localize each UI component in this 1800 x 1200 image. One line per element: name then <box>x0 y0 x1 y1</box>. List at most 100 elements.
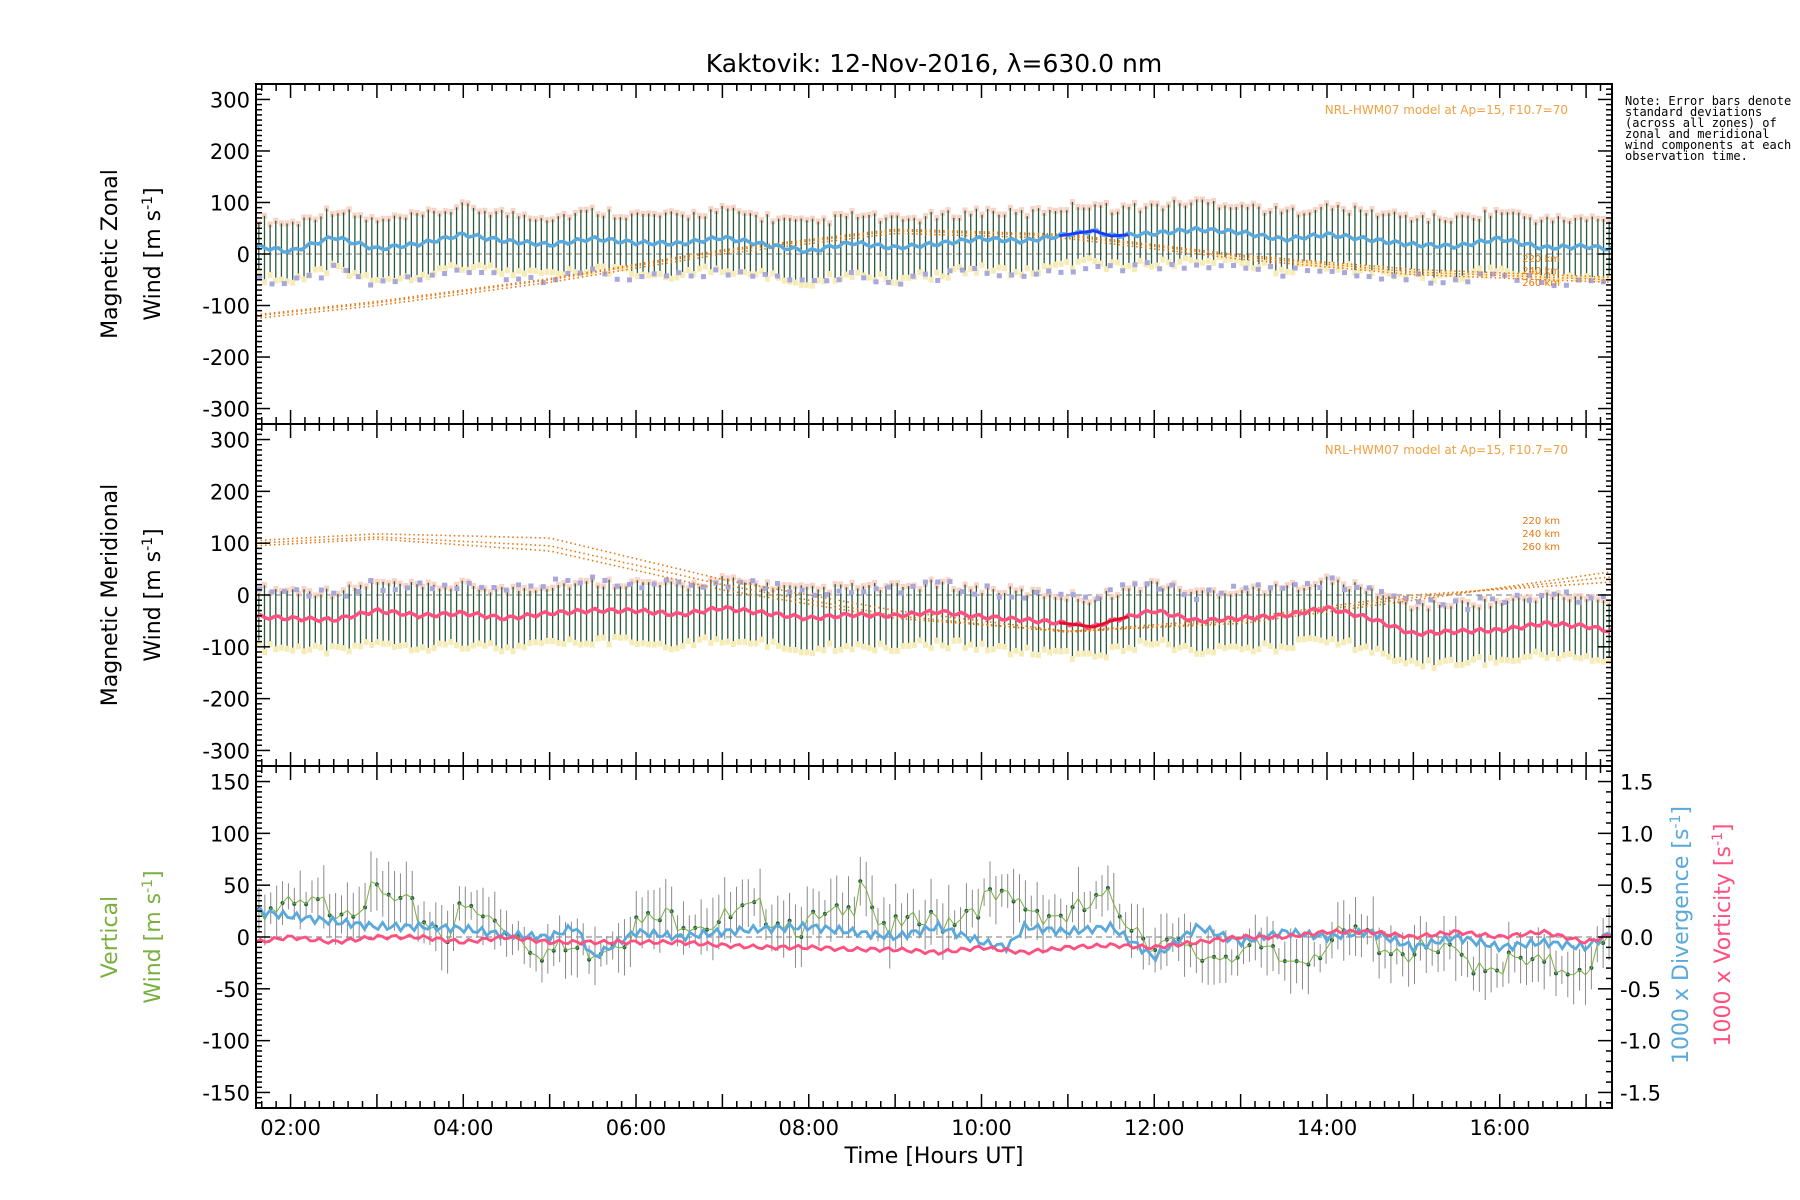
y-axis-tick-label: -100 <box>202 636 250 660</box>
error-cap-lower <box>273 646 279 653</box>
error-cap-lower <box>386 276 392 283</box>
error-cap-lower <box>877 271 883 278</box>
error-cap-upper <box>1442 217 1448 224</box>
error-cap-lower <box>256 269 262 276</box>
error-cap-upper <box>504 212 510 219</box>
scatter-point <box>651 581 657 587</box>
error-cap-upper <box>380 578 386 585</box>
error-cap-lower <box>550 638 556 645</box>
error-cap-upper <box>1584 216 1590 223</box>
error-cap-upper <box>1391 208 1397 215</box>
error-cap-upper <box>414 210 420 217</box>
error-cap-upper <box>555 582 561 589</box>
error-cap-lower <box>346 648 352 655</box>
error-cap-upper <box>1414 215 1420 222</box>
right-axis-tick-label: -1.5 <box>1620 1081 1661 1105</box>
scatter-point <box>1465 279 1471 285</box>
error-cap-upper <box>1245 203 1251 210</box>
error-cap-lower <box>493 645 499 652</box>
error-cap-upper <box>668 208 674 215</box>
error-cap-upper <box>1482 206 1488 213</box>
error-cap-lower <box>290 279 296 286</box>
error-cap-upper <box>1024 213 1030 220</box>
error-cap-upper <box>1069 199 1075 206</box>
error-cap-upper <box>1431 210 1437 217</box>
scatter-point <box>454 586 460 592</box>
error-cap-lower <box>437 265 443 272</box>
error-cap-upper <box>1154 578 1160 585</box>
error-cap-lower <box>776 642 782 649</box>
error-cap-upper <box>1493 206 1499 213</box>
scatter-point <box>590 266 596 272</box>
error-cap-upper <box>284 587 290 594</box>
error-cap-lower <box>572 269 578 276</box>
error-cap-lower <box>730 270 736 277</box>
error-cap-upper <box>329 211 335 218</box>
y-axis-tick-label: -200 <box>202 346 250 370</box>
error-cap-lower <box>1408 268 1414 275</box>
error-cap-lower <box>1572 654 1578 661</box>
error-cap-lower <box>1120 265 1126 272</box>
error-cap-lower <box>584 640 590 647</box>
scatter-point <box>996 273 1002 279</box>
error-cap-lower <box>951 637 957 644</box>
error-cap-upper <box>1160 585 1166 592</box>
error-cap-lower <box>1228 256 1234 263</box>
error-cap-lower <box>1160 256 1166 263</box>
error-cap-lower <box>1047 649 1053 656</box>
scatter-point <box>343 268 349 274</box>
error-cap-lower <box>821 278 827 285</box>
error-cap-upper <box>612 214 618 221</box>
error-cap-upper <box>663 209 669 216</box>
error-cap-upper <box>1036 205 1042 212</box>
error-cap-upper <box>1561 594 1567 601</box>
scatter-point <box>577 580 583 586</box>
scatter-point <box>614 583 620 589</box>
error-cap-upper <box>1346 585 1352 592</box>
error-cap-lower <box>855 269 861 276</box>
error-cap-upper <box>1019 207 1025 214</box>
error-cap-lower <box>1245 644 1251 651</box>
error-cap-lower <box>510 272 516 279</box>
model-altitude-label: 260 km <box>1522 278 1560 289</box>
error-cap-upper <box>1606 600 1612 607</box>
error-cap-upper <box>815 218 821 225</box>
error-cap-lower <box>1222 645 1228 652</box>
error-cap-lower <box>256 640 262 647</box>
error-cap-lower <box>278 644 284 651</box>
error-cap-upper <box>1075 595 1081 602</box>
error-cap-upper <box>1222 590 1228 597</box>
error-cap-lower <box>1335 641 1341 648</box>
error-cap-lower <box>951 266 957 273</box>
error-cap-upper <box>1403 598 1409 605</box>
error-cap-upper <box>826 589 832 596</box>
error-cap-upper <box>290 586 296 593</box>
scatter-point <box>1268 263 1274 269</box>
error-cap-lower <box>668 646 674 653</box>
x-axis-tick-label: 06:00 <box>606 1116 667 1140</box>
error-cap-lower <box>1278 266 1284 273</box>
scatter-point <box>405 585 411 591</box>
scatter-point <box>1576 599 1582 605</box>
error-cap-upper <box>301 214 307 221</box>
error-cap-lower <box>770 270 776 277</box>
error-cap-upper <box>1239 587 1245 594</box>
error-cap-lower <box>431 644 437 651</box>
error-cap-lower <box>1352 269 1358 276</box>
error-cap-upper <box>1578 593 1584 600</box>
error-cap-upper <box>985 205 991 212</box>
error-cap-lower <box>1312 635 1318 642</box>
error-cap-upper <box>838 581 844 588</box>
scatter-point <box>1132 262 1138 268</box>
error-cap-lower <box>1256 646 1262 653</box>
error-cap-upper <box>843 212 849 219</box>
error-cap-upper <box>1335 201 1341 208</box>
error-cap-upper <box>1482 595 1488 602</box>
error-cap-upper <box>544 585 550 592</box>
scatter-point <box>898 590 904 596</box>
y-axis-label-line1: Magnetic Zonal <box>98 169 123 339</box>
error-cap-lower <box>1437 659 1443 666</box>
scatter-point <box>281 588 287 594</box>
error-cap-lower <box>544 268 550 275</box>
error-cap-lower <box>843 271 849 278</box>
